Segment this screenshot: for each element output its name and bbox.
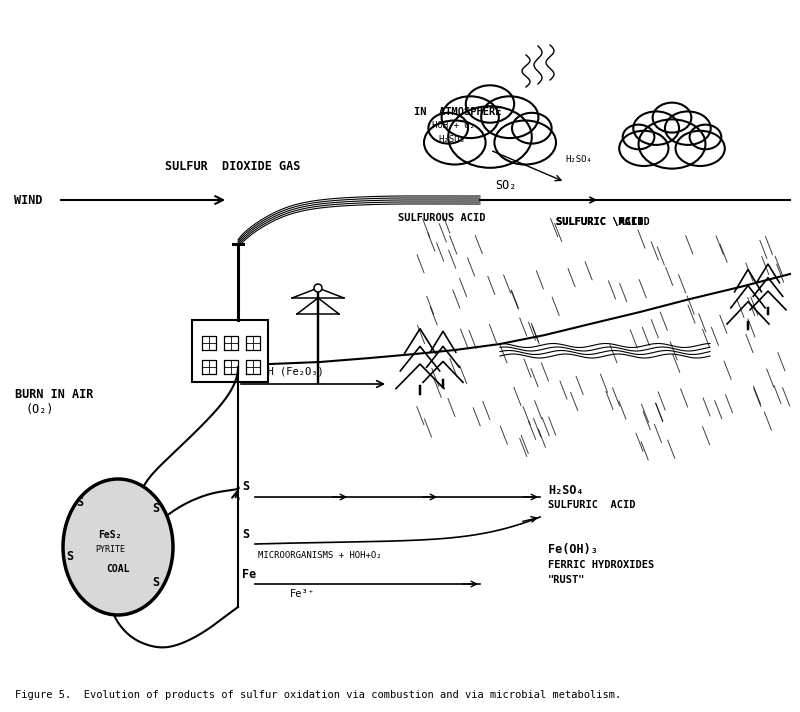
Text: S: S <box>153 503 159 515</box>
Ellipse shape <box>675 131 725 166</box>
Ellipse shape <box>619 131 669 166</box>
Text: S: S <box>153 575 159 589</box>
Text: SULFUR  DIOXIDE GAS: SULFUR DIOXIDE GAS <box>165 160 300 174</box>
Ellipse shape <box>429 112 468 144</box>
Text: H₂SO₄: H₂SO₄ <box>548 483 584 496</box>
Ellipse shape <box>448 106 532 168</box>
Text: SULFURIC  ΜACID: SULFURIC ΜACID <box>556 217 650 227</box>
Text: "RUST": "RUST" <box>548 575 586 585</box>
Ellipse shape <box>482 96 538 138</box>
Ellipse shape <box>494 120 556 164</box>
Text: H₂SO₄: H₂SO₄ <box>565 155 592 164</box>
Ellipse shape <box>63 479 173 615</box>
Ellipse shape <box>442 96 499 138</box>
Text: S: S <box>242 481 249 493</box>
Text: COAL: COAL <box>106 564 130 574</box>
Text: MICROORGANISMS + HOH+O₂: MICROORGANISMS + HOH+O₂ <box>258 550 382 560</box>
Text: S: S <box>77 496 83 508</box>
Circle shape <box>314 284 322 292</box>
Text: IN  ATMOSPHERE: IN ATMOSPHERE <box>414 107 502 117</box>
Polygon shape <box>192 320 268 382</box>
Ellipse shape <box>466 85 514 122</box>
Text: (O₂): (O₂) <box>25 404 54 417</box>
Ellipse shape <box>622 125 654 150</box>
Text: S: S <box>66 550 74 563</box>
Text: Fe: Fe <box>242 567 256 580</box>
Ellipse shape <box>638 120 706 169</box>
Text: SO₂: SO₂ <box>495 179 516 192</box>
Text: FERRIC HYDROXIDES: FERRIC HYDROXIDES <box>548 560 654 570</box>
Text: FeS₂: FeS₂ <box>98 530 122 540</box>
Text: Figure 5.  Evolution of products of sulfur oxidation via combustion and via micr: Figure 5. Evolution of products of sulfu… <box>15 690 622 700</box>
Ellipse shape <box>634 112 679 145</box>
Ellipse shape <box>690 125 722 150</box>
Ellipse shape <box>665 112 710 145</box>
Text: SULFURIC \ACID: SULFURIC \ACID <box>556 217 643 227</box>
Ellipse shape <box>424 120 486 164</box>
Text: H₂SO₃: H₂SO₃ <box>438 135 465 145</box>
Text: SULFURIC \ACID: SULFURIC \ACID <box>556 217 643 227</box>
Text: ASH (Fe₂O₃): ASH (Fe₂O₃) <box>255 366 324 376</box>
Text: HOH + O₂: HOH + O₂ <box>432 122 475 130</box>
Text: Fe³⁺: Fe³⁺ <box>290 589 315 599</box>
Text: PYRITE: PYRITE <box>95 545 125 555</box>
Text: BURN IN AIR: BURN IN AIR <box>15 387 94 400</box>
Text: SULFUROUS ACID: SULFUROUS ACID <box>398 213 486 223</box>
Ellipse shape <box>512 112 551 144</box>
Text: S: S <box>242 528 249 540</box>
Text: Fe(OH)₃: Fe(OH)₃ <box>548 543 598 557</box>
Text: SULFURIC  ACID: SULFURIC ACID <box>548 500 635 510</box>
Ellipse shape <box>653 103 691 132</box>
Text: WIND: WIND <box>14 194 42 206</box>
